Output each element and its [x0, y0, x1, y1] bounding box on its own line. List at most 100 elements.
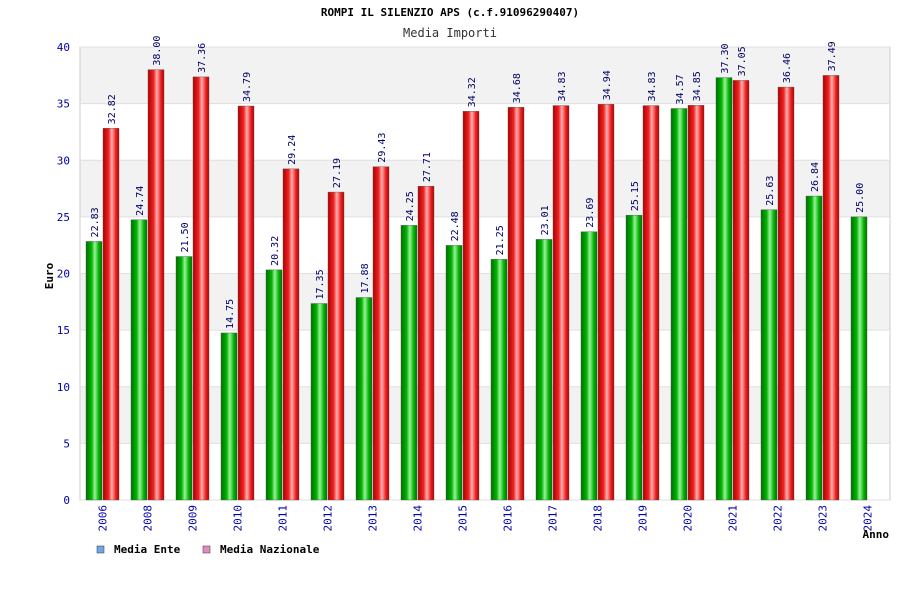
- bar-media-nazionale: [597, 104, 615, 501]
- bar-media-ente: [85, 241, 103, 501]
- value-label: 25.15: [630, 181, 641, 211]
- value-label: 29.24: [287, 135, 298, 165]
- value-label: 26.84: [810, 162, 821, 192]
- y-tick-label: 10: [57, 381, 70, 394]
- value-label: 27.19: [332, 158, 343, 188]
- bar-media-nazionale: [507, 107, 525, 501]
- value-label: 21.25: [495, 225, 506, 255]
- bar-media-ente: [400, 225, 418, 501]
- bar-media-ente: [670, 108, 688, 501]
- value-label: 36.46: [782, 53, 793, 83]
- value-label: 17.88: [360, 263, 371, 293]
- bar-media-ente: [805, 195, 823, 501]
- bar-media-nazionale: [732, 80, 750, 501]
- y-tick-label: 25: [57, 211, 70, 224]
- bar-media-ente: [130, 219, 148, 501]
- x-tick-label: 2018: [592, 505, 605, 532]
- bar-media-ente: [625, 214, 643, 501]
- value-label: 17.35: [315, 269, 326, 299]
- bar-media-ente: [715, 77, 733, 501]
- bar-media-nazionale: [237, 105, 255, 501]
- bar-media-nazionale: [102, 128, 120, 501]
- x-tick-label: 2021: [727, 505, 740, 532]
- grid-band: [80, 386, 890, 444]
- value-label: 37.49: [827, 41, 838, 71]
- value-label: 24.74: [135, 186, 146, 216]
- value-label: 22.48: [450, 211, 461, 241]
- grid-band: [80, 47, 890, 104]
- legend-swatch-ente: [96, 545, 105, 554]
- x-tick-label: 2016: [502, 505, 515, 532]
- value-label: 34.94: [602, 70, 613, 100]
- x-axis-label: Anno: [863, 528, 890, 541]
- value-label: 29.43: [377, 133, 388, 163]
- value-label: 14.75: [225, 299, 236, 329]
- bar-media-ente: [850, 216, 868, 501]
- x-tick-label: 2017: [547, 505, 560, 532]
- y-tick-label: 5: [63, 437, 70, 450]
- bar-media-ente: [580, 231, 598, 501]
- bar-media-ente: [535, 239, 553, 501]
- bar-media-ente: [175, 256, 193, 501]
- x-tick-label: 2014: [412, 505, 425, 532]
- value-label: 34.32: [467, 77, 478, 107]
- chart-title: ROMPI IL SILENZIO APS (c.f.91096290407): [321, 6, 579, 19]
- bar-media-ente: [310, 303, 328, 501]
- value-label: 22.83: [90, 207, 101, 237]
- chart-subtitle: Media Importi: [403, 26, 497, 40]
- bar-media-nazionale: [147, 69, 165, 501]
- bar-media-ente: [265, 269, 283, 501]
- value-label: 25.63: [765, 176, 776, 206]
- value-label: 37.36: [197, 43, 208, 73]
- x-tick-label: 2013: [367, 505, 380, 532]
- y-tick-label: 0: [63, 494, 70, 507]
- y-tick-label: 20: [57, 268, 70, 281]
- legend-label-ente: Media Ente: [114, 543, 181, 556]
- value-label: 38.00: [152, 36, 163, 66]
- value-label: 34.85: [692, 71, 703, 101]
- plot-background: [79, 46, 891, 501]
- bar-media-nazionale: [327, 191, 345, 501]
- bar-media-nazionale: [552, 105, 570, 501]
- value-label: 34.79: [242, 72, 253, 102]
- x-tick-label: 2006: [97, 505, 110, 532]
- bar-media-nazionale: [642, 105, 660, 501]
- bar-media-nazionale: [462, 111, 480, 501]
- bar-media-ente: [490, 259, 508, 501]
- legend: Media Ente Media Nazionale: [96, 543, 320, 556]
- bar-media-nazionale: [777, 86, 795, 501]
- x-axis-ticks: 2006 2008 2009 2010 2011 2012 2013 2014 2015 2016…: [97, 505, 875, 532]
- value-label: 32.82: [107, 94, 118, 124]
- x-tick-label: 2023: [817, 505, 830, 532]
- bar-media-ente: [760, 209, 778, 501]
- bar-media-nazionale: [192, 76, 210, 501]
- y-tick-label: 15: [57, 324, 70, 337]
- y-axis-label: Euro: [43, 262, 56, 289]
- value-label: 24.25: [405, 191, 416, 221]
- bar-media-nazionale: [417, 185, 435, 501]
- x-tick-label: 2011: [277, 505, 290, 532]
- x-tick-label: 2010: [232, 505, 245, 532]
- value-label: 37.05: [737, 46, 748, 76]
- x-tick-label: 2012: [322, 505, 335, 532]
- value-label: 23.69: [585, 198, 596, 228]
- value-label: 37.30: [720, 43, 731, 73]
- y-tick-label: 30: [57, 154, 70, 167]
- y-tick-label: 40: [57, 41, 70, 54]
- bar-media-ente: [355, 297, 373, 501]
- value-label: 27.71: [422, 152, 433, 182]
- bar-media-ente: [220, 332, 238, 501]
- x-tick-label: 2022: [772, 505, 785, 532]
- bar-media-nazionale: [822, 75, 840, 501]
- value-label: 34.83: [557, 71, 568, 101]
- y-axis-ticks: 0 5 10 15 20 25 30 35 40: [57, 41, 70, 507]
- x-tick-label: 2015: [457, 505, 470, 532]
- value-label: 25.00: [855, 183, 866, 213]
- x-tick-label: 2009: [187, 505, 200, 532]
- value-labels: 22.83 32.82 24.74 38.00 21.50 37.36 14.75 34.79…: [90, 36, 866, 329]
- x-tick-label: 2008: [142, 505, 155, 532]
- y-tick-label: 35: [57, 98, 70, 111]
- bar-media-nazionale: [282, 168, 300, 501]
